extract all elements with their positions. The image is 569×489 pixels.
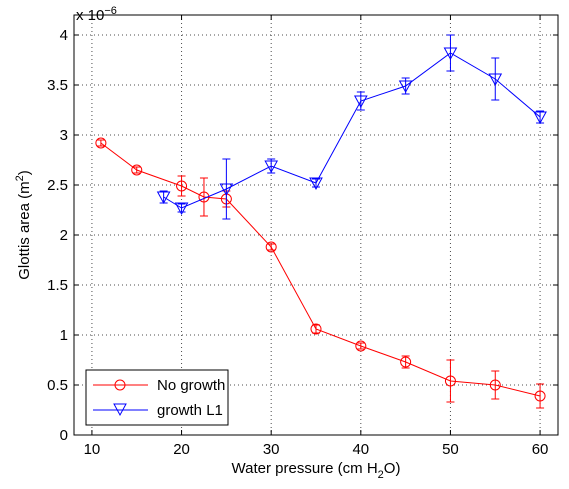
legend-box bbox=[85, 369, 229, 426]
data-point bbox=[355, 340, 367, 352]
data-point bbox=[310, 323, 322, 335]
y-multiplier-base: x 10 bbox=[76, 7, 104, 24]
x-tick-label: 30 bbox=[263, 441, 280, 458]
y-tick-label: 4 bbox=[60, 27, 68, 44]
legend-label-growth-l1: growth L1 bbox=[157, 402, 223, 419]
axes-box bbox=[73, 14, 559, 436]
x-tick-label: 60 bbox=[532, 441, 549, 458]
data-point bbox=[443, 47, 458, 61]
y-tick-label: 3.5 bbox=[47, 77, 68, 94]
ticks: 10 20 30 40 50 60 0 0.5 1 1.5 2 2.5 3 3.5 4 bbox=[47, 15, 558, 458]
y-axis-label-superscript: 2 bbox=[14, 175, 26, 181]
data-point bbox=[534, 390, 546, 402]
x-tick-label: 20 bbox=[173, 441, 190, 458]
data-point bbox=[264, 160, 279, 174]
series-growth-l1 bbox=[156, 34, 547, 220]
data-point bbox=[219, 183, 234, 197]
series bbox=[95, 34, 547, 409]
x-tick-label: 50 bbox=[442, 441, 459, 458]
data-point bbox=[398, 80, 413, 94]
x-axis-label: Water pressure (cm H2O) bbox=[232, 460, 401, 481]
x-axis-label-end: O) bbox=[384, 460, 401, 477]
data-point bbox=[156, 191, 171, 205]
data-point bbox=[176, 180, 188, 192]
y-tick-label: 2 bbox=[60, 227, 68, 244]
data-point bbox=[533, 111, 547, 125]
legend-marker-no-growth bbox=[114, 379, 126, 391]
data-point bbox=[95, 137, 107, 149]
y-tick-label: 1.5 bbox=[47, 277, 68, 294]
y-tick-label: 2.5 bbox=[47, 177, 68, 194]
y-tick-label: 0.5 bbox=[47, 377, 68, 394]
data-point bbox=[488, 73, 503, 87]
data-point bbox=[131, 164, 143, 176]
y-axis-label: Glottis area (m2) bbox=[14, 170, 33, 279]
y-axis-label-end: ) bbox=[16, 170, 33, 175]
data-point bbox=[309, 177, 323, 191]
x-tick-label: 40 bbox=[352, 441, 369, 458]
x-axis-label-text: Water pressure (cm H bbox=[232, 460, 378, 477]
series-line bbox=[163, 52, 541, 209]
data-point bbox=[353, 95, 368, 109]
series-line bbox=[100, 142, 541, 397]
data-point bbox=[400, 356, 412, 368]
x-axis-label-subscript: 2 bbox=[378, 469, 384, 481]
legend-label-no-growth: No growth bbox=[157, 377, 225, 394]
y-multiplier-exponent: −6 bbox=[104, 5, 117, 17]
data-point bbox=[489, 379, 501, 391]
data-point bbox=[265, 241, 277, 253]
legend-marker-growth-l1 bbox=[113, 403, 127, 417]
axes bbox=[73, 14, 559, 436]
y-tick-label: 3 bbox=[60, 127, 68, 144]
data-point bbox=[174, 202, 189, 216]
legend: No growth growth L1 bbox=[85, 369, 229, 426]
y-multiplier: x 10−6 bbox=[76, 5, 117, 24]
y-tick-label: 1 bbox=[60, 327, 68, 344]
data-point bbox=[444, 375, 456, 387]
y-axis-label-text: Glottis area (m bbox=[16, 181, 33, 279]
data-point bbox=[198, 191, 210, 203]
y-tick-label: 0 bbox=[60, 427, 68, 444]
x-tick-label: 10 bbox=[84, 441, 101, 458]
